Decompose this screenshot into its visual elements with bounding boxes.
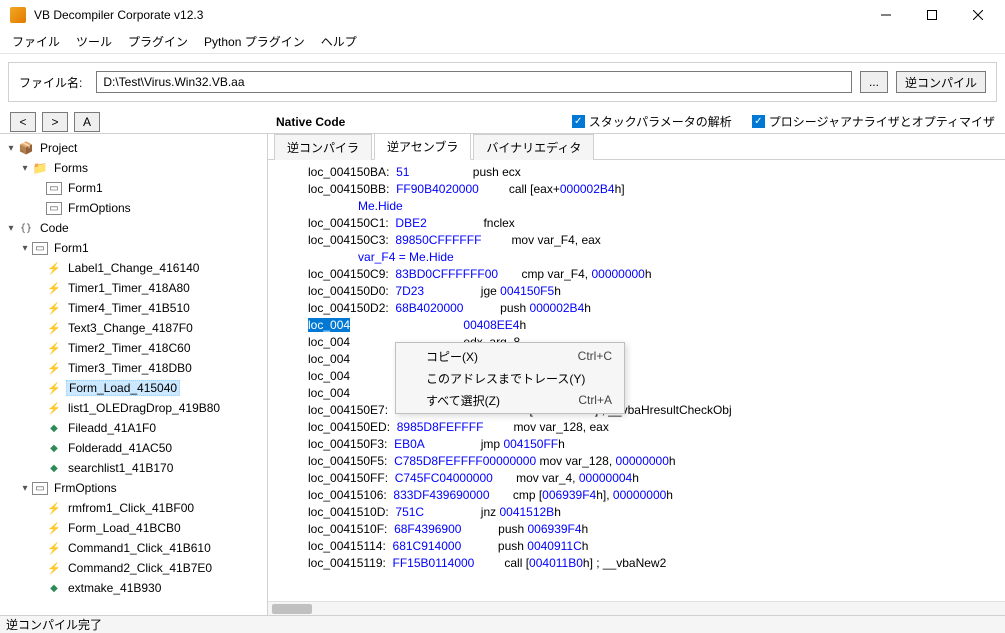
nav-a-button[interactable]: A (74, 112, 100, 132)
code-line[interactable]: loc_004150FF: C745FC04000000 mov var_4, … (268, 470, 1005, 487)
decompile-button[interactable]: 逆コンパイル (896, 71, 986, 93)
code-line[interactable]: loc_004150C9: 83BD0CFFFFFF00 cmp var_F4,… (268, 266, 1005, 283)
menu-python-plugin[interactable]: Python プラグイン (196, 31, 313, 52)
tree-fn[interactable]: rmfrom1_Click_41BF00 (0, 498, 267, 518)
tree-fn[interactable]: extmake_41B930 (0, 578, 267, 598)
tree-root[interactable]: ▾Project (0, 138, 267, 158)
tree-fn[interactable]: Text3_Change_4187F0 (0, 318, 267, 338)
tree-fn[interactable]: Timer4_Timer_41B510 (0, 298, 267, 318)
code-line[interactable]: loc_004 00408EE4h (268, 317, 1005, 334)
code-line[interactable]: loc_0041510D: 751C jnz 0041512Bh (268, 504, 1005, 521)
tree-code[interactable]: ▾Code (0, 218, 267, 238)
code-line[interactable]: loc_00415119: FF15B0114000 call [004011B… (268, 555, 1005, 572)
tree-fn[interactable]: Timer3_Timer_418DB0 (0, 358, 267, 378)
code-line[interactable]: loc_004150C3: 89850CFFFFFF mov var_F4, e… (268, 232, 1005, 249)
tree-frmoptions[interactable]: FrmOptions (0, 198, 267, 218)
browse-button[interactable]: ... (860, 71, 888, 93)
code-line[interactable]: loc_004 edx (268, 351, 1005, 368)
stack-param-label: スタックパラメータの解析 (589, 113, 732, 130)
menu-plugin[interactable]: プラグイン (120, 31, 196, 52)
code-line[interactable]: loc_00415114: 681C914000 push 0040911Ch (268, 538, 1005, 555)
code-line[interactable]: loc_004150E7: FF156C104000 call [0040106… (268, 402, 1005, 419)
proc-analyzer-checkbox[interactable]: ✓プロシージャアナライザとオプティマイザ (752, 113, 995, 130)
tree-fn[interactable]: Timer2_Timer_418C60 (0, 338, 267, 358)
horizontal-scrollbar[interactable] (268, 601, 1005, 615)
stack-param-checkbox[interactable]: ✓スタックパラメータの解析 (572, 113, 732, 130)
tree-fn-selected[interactable]: Form_Load_415040 (0, 378, 267, 398)
tree-fn[interactable]: Folderadd_41AC50 (0, 438, 267, 458)
code-line[interactable]: loc_0041510F: 68F4396900 push 006939F4h (268, 521, 1005, 538)
tree-fn[interactable]: Timer1_Timer_418A80 (0, 278, 267, 298)
filename-label: ファイル名: (19, 74, 82, 91)
nav-back-button[interactable]: < (10, 112, 36, 132)
tree-forms[interactable]: ▾Forms (0, 158, 267, 178)
code-line[interactable]: loc_004150ED: 8985D8FEFFFF mov var_128, … (268, 419, 1005, 436)
code-line[interactable]: loc_00415106: 833DF439690000 cmp [006939… (268, 487, 1005, 504)
tree-fn[interactable]: list1_OLEDragDrop_419B80 (0, 398, 267, 418)
code-line[interactable]: Me.Hide (268, 198, 1005, 215)
status-text: 逆コンパイル完了 (6, 616, 102, 633)
ctx-copy[interactable]: コピー(X)Ctrl+C (398, 345, 622, 367)
tree-code-form1[interactable]: ▾Form1 (0, 238, 267, 258)
menu-tools[interactable]: ツール (68, 31, 120, 52)
code-line[interactable]: loc_004 edx, arg_8 (268, 334, 1005, 351)
filename-input[interactable] (96, 71, 852, 93)
tree-fn[interactable]: searchlist1_41B170 (0, 458, 267, 478)
code-line[interactable]: loc_004150BB: FF90B4020000 call [eax+000… (268, 181, 1005, 198)
tree-form1[interactable]: Form1 (0, 178, 267, 198)
maximize-button[interactable] (909, 0, 955, 30)
code-line[interactable]: loc_004150D0: 7D23 jge 004150F5h (268, 283, 1005, 300)
code-line[interactable]: loc_004150F3: EB0A jmp 004150FFh (268, 436, 1005, 453)
tree-fn[interactable]: Fileadd_41A1F0 (0, 418, 267, 438)
code-line[interactable]: var_F4 = Me.Hide (268, 249, 1005, 266)
code-line[interactable]: loc_004150F5: C785D8FEFFFF00000000 mov v… (268, 453, 1005, 470)
tree-fn[interactable]: Command2_Click_41B7E0 (0, 558, 267, 578)
proc-analyzer-label: プロシージャアナライザとオプティマイザ (769, 113, 995, 130)
tab-disassembler[interactable]: 逆アセンブラ (374, 133, 471, 160)
close-button[interactable] (955, 0, 1001, 30)
app-icon (10, 7, 26, 23)
project-tree[interactable]: ▾Project ▾Forms Form1 FrmOptions ▾Code ▾… (0, 134, 268, 615)
code-line[interactable]: loc_004 eax (268, 385, 1005, 402)
code-line[interactable]: loc_004150C1: DBE2 fnclex (268, 215, 1005, 232)
tree-fn[interactable]: Form_Load_41BCB0 (0, 518, 267, 538)
code-line[interactable]: loc_004150BA: 51 push ecx (268, 164, 1005, 181)
minimize-button[interactable] (863, 0, 909, 30)
code-line[interactable]: loc_004 eax, var_F4 (268, 368, 1005, 385)
menu-file[interactable]: ファイル (4, 31, 68, 52)
tab-binary-editor[interactable]: バイナリエディタ (473, 134, 594, 160)
disassembly-listing[interactable]: loc_004150BA: 51 push ecxloc_004150BB: F… (268, 160, 1005, 601)
tree-code-frmoptions[interactable]: ▾FrmOptions (0, 478, 267, 498)
tree-fn[interactable]: Label1_Change_416140 (0, 258, 267, 278)
tab-decompiler[interactable]: 逆コンパイラ (274, 134, 372, 160)
window-title: VB Decompiler Corporate v12.3 (32, 8, 863, 22)
section-title: Native Code (276, 115, 345, 129)
nav-forward-button[interactable]: > (42, 112, 68, 132)
tree-fn[interactable]: Command1_Click_41B610 (0, 538, 267, 558)
code-line[interactable]: loc_004150D2: 68B4020000 push 000002B4h (268, 300, 1005, 317)
ctx-trace[interactable]: このアドレスまでトレース(Y) (398, 367, 622, 389)
context-menu: コピー(X)Ctrl+C このアドレスまでトレース(Y) すべて選択(Z)Ctr… (395, 342, 625, 414)
menu-help[interactable]: ヘルプ (313, 31, 365, 52)
ctx-select-all[interactable]: すべて選択(Z)Ctrl+A (398, 389, 622, 411)
